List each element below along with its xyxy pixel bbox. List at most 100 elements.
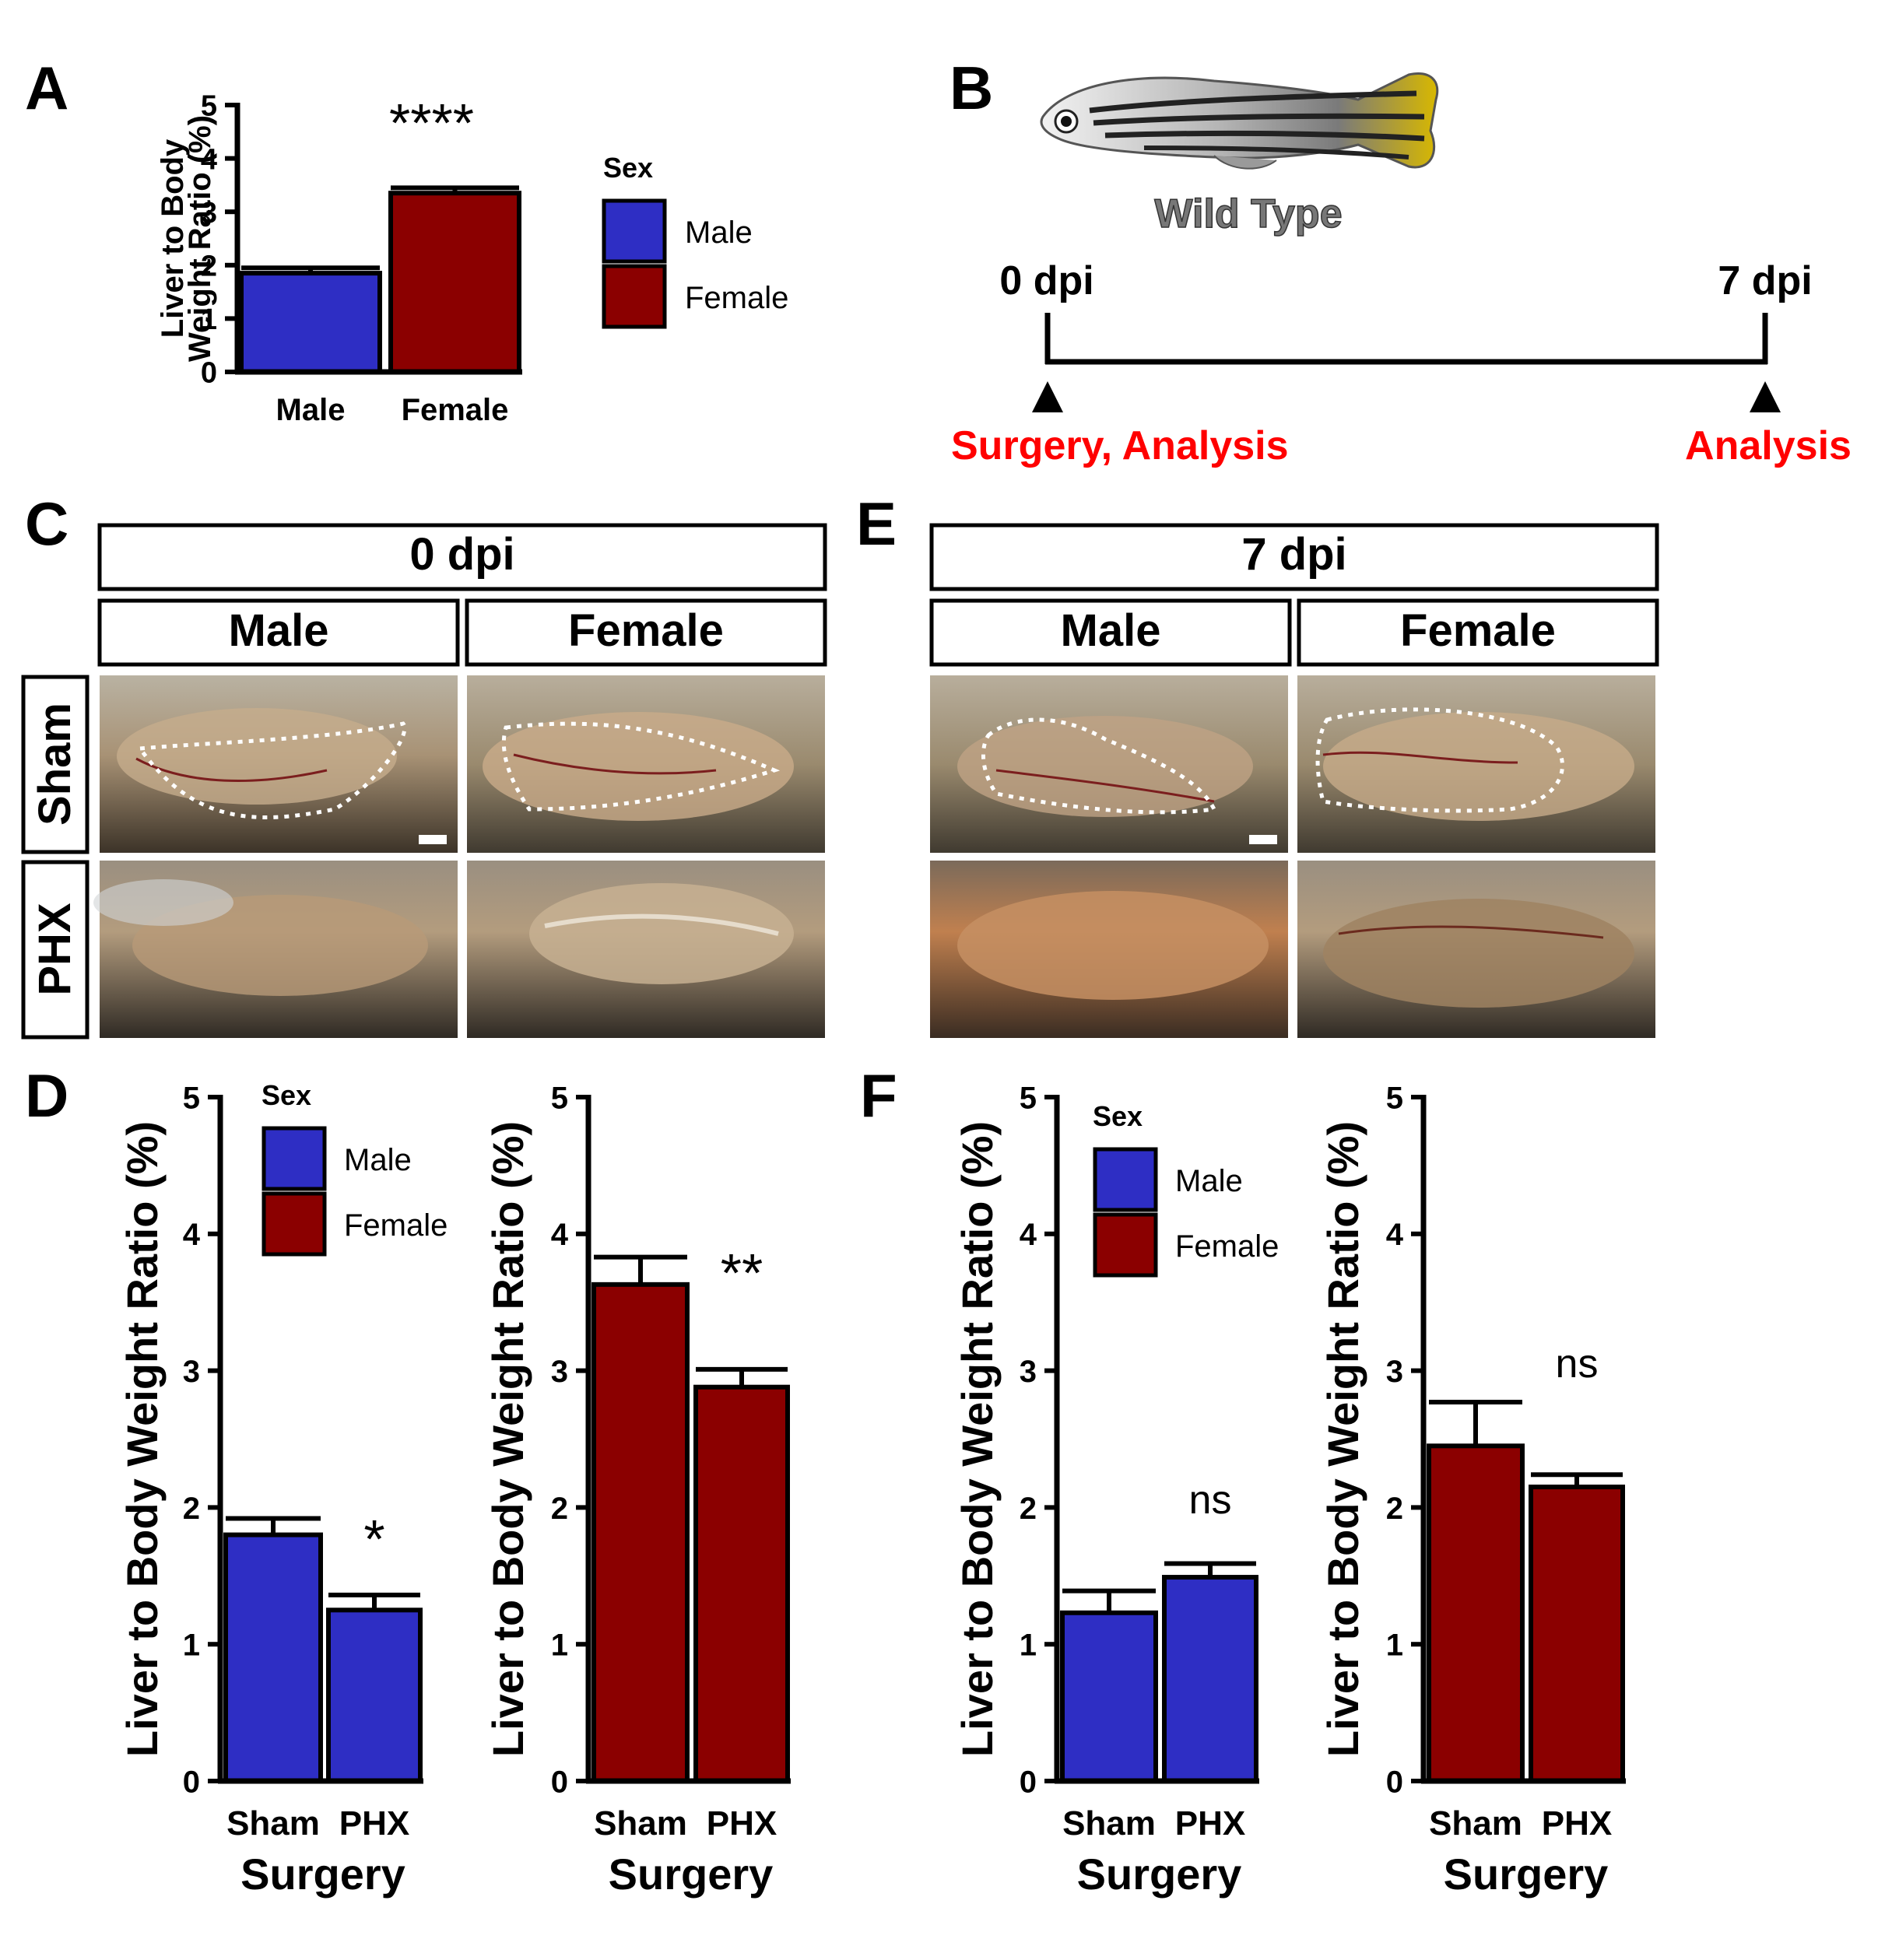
significance-marker: ns [1556, 1341, 1599, 1387]
category-label: Sham [226, 1804, 320, 1843]
chart-d-male: Sham PHX 0 1 2 3 4 5 Liver to Body Weight Ratio … [118, 1081, 423, 1899]
micrograph-c-male-phx [93, 861, 458, 1038]
y-tick-label: 2 [183, 1492, 200, 1526]
significance-marker: ** [721, 1243, 763, 1303]
y-tick-label: 5 [183, 1081, 200, 1115]
y-tick-label: 5 [551, 1081, 568, 1115]
column-label-male: Male [1061, 605, 1161, 656]
header-box [97, 598, 460, 667]
bar [591, 1282, 690, 1783]
legend-male-label: Male [344, 1143, 412, 1177]
y-tick-label: 4 [201, 143, 217, 176]
category-label: PHX [1175, 1804, 1245, 1843]
category-label: Sham [594, 1804, 687, 1843]
bar [223, 1532, 323, 1784]
fish-stripe [1104, 130, 1425, 142]
legend-title: Sex [1093, 1100, 1143, 1132]
micrograph-e-male-sham [930, 675, 1288, 853]
y-tick-label: 4 [1386, 1218, 1404, 1252]
panel-c-header: 0 dpi Male Female Sham PHX [21, 523, 827, 1040]
legend-female-label: Female [1175, 1229, 1279, 1264]
y-tick-label: 1 [201, 303, 217, 336]
micrograph-e-male-phx [930, 861, 1288, 1038]
legend-female-swatch [1093, 1212, 1158, 1278]
timeline: 0 dpi 7 dpi Surgery, Analysis Analysis [951, 258, 1852, 468]
column-label-female: Female [1400, 605, 1556, 656]
significance-marker: **** [389, 93, 474, 153]
column-label-female: Female [568, 605, 724, 656]
legend-a: Sex Male Female [602, 152, 788, 329]
x-axis-label: Surgery [1077, 1850, 1242, 1899]
category-label: PHX [707, 1804, 777, 1843]
legend-title: Sex [603, 152, 653, 184]
micrograph-c-female-sham [467, 675, 825, 853]
y-tick-label: 3 [183, 1355, 200, 1389]
bar [388, 191, 521, 374]
bar [1060, 1610, 1158, 1784]
bar [1529, 1485, 1625, 1784]
legend-f: Sex Male Female [1093, 1100, 1279, 1278]
chart-f-female: Sham PHX 0 1 2 3 4 5 Liver to Body Weight Ratio … [1318, 1081, 1626, 1899]
header-box [1297, 598, 1659, 667]
y-tick-label: 0 [183, 1765, 200, 1799]
fish-stripe [1143, 146, 1409, 160]
y-axis-label: Liver to Body [156, 138, 190, 338]
timeline-end-event: Analysis [1685, 423, 1852, 468]
y-axis-label: Weight Ratio (%) [183, 115, 217, 362]
bar [239, 271, 382, 374]
header-box [97, 523, 827, 591]
y-tick-label: 3 [551, 1355, 568, 1389]
fish-stripe [1089, 90, 1417, 114]
chart-d-female: Sham PHX 0 1 2 3 4 5 Liver to Body Weight Ratio … [483, 1081, 791, 1899]
zebrafish-illustration [1040, 72, 1439, 170]
panel-label-a: A [25, 54, 68, 122]
micrograph-e-female-sham [1297, 675, 1655, 853]
y-tick-label: 0 [551, 1765, 568, 1799]
y-tick-label: 3 [1020, 1355, 1037, 1389]
legend-male-label: Male [1175, 1164, 1243, 1198]
panel-label-e: E [856, 489, 897, 558]
header-box [465, 598, 827, 667]
legend-male-swatch [262, 1126, 327, 1191]
y-tick-label: 4 [551, 1218, 569, 1252]
legend-male-swatch [602, 198, 667, 264]
timeline-end-label: 7 dpi [1718, 258, 1812, 303]
category-label: PHX [1542, 1804, 1612, 1843]
row-box [21, 675, 90, 854]
column-label-male: Male [229, 605, 329, 656]
chart-f-male: Sham PHX 0 1 2 3 4 5 Liver to Body Weight Ratio … [953, 1081, 1259, 1899]
bar [1427, 1443, 1525, 1784]
y-axis-label: Liver to Body Weight Ratio (%) [483, 1121, 532, 1757]
micrograph-c-male-sham [100, 675, 458, 853]
category-label: Female [402, 393, 509, 427]
legend-female-label: Female [685, 281, 788, 315]
legend-male-swatch [1093, 1147, 1158, 1212]
category-label: PHX [339, 1804, 409, 1843]
legend-female-swatch [602, 264, 667, 329]
bar [693, 1384, 790, 1784]
timeline-start-label: 0 dpi [999, 258, 1093, 303]
y-axis-label: Liver to Body Weight Ratio (%) [1318, 1121, 1367, 1757]
panel-e-header: 7 dpi Male Female [929, 523, 1659, 667]
fish-fin [1213, 155, 1277, 170]
x-axis-label: Surgery [609, 1850, 774, 1899]
y-tick-label: 2 [1020, 1492, 1037, 1526]
bar [326, 1608, 423, 1783]
y-tick-label: 1 [1020, 1629, 1037, 1663]
timeline-start-event: Surgery, Analysis [951, 423, 1289, 468]
significance-marker: * [363, 1509, 384, 1569]
header-title: 0 dpi [409, 529, 514, 580]
category-label: Male [276, 393, 346, 427]
panel-label-d: D [25, 1061, 68, 1130]
legend-female-swatch [262, 1191, 327, 1257]
y-tick-label: 0 [1020, 1765, 1037, 1799]
y-tick-label: 2 [551, 1492, 568, 1526]
y-tick-label: 1 [551, 1629, 568, 1663]
y-tick-label: 0 [201, 357, 217, 390]
legend-d: Sex Male Female [262, 1079, 448, 1257]
y-tick-label: 3 [201, 197, 217, 230]
significance-marker: ns [1189, 1478, 1232, 1523]
panel-label-c: C [25, 489, 68, 558]
panel-label-b: B [950, 54, 993, 122]
